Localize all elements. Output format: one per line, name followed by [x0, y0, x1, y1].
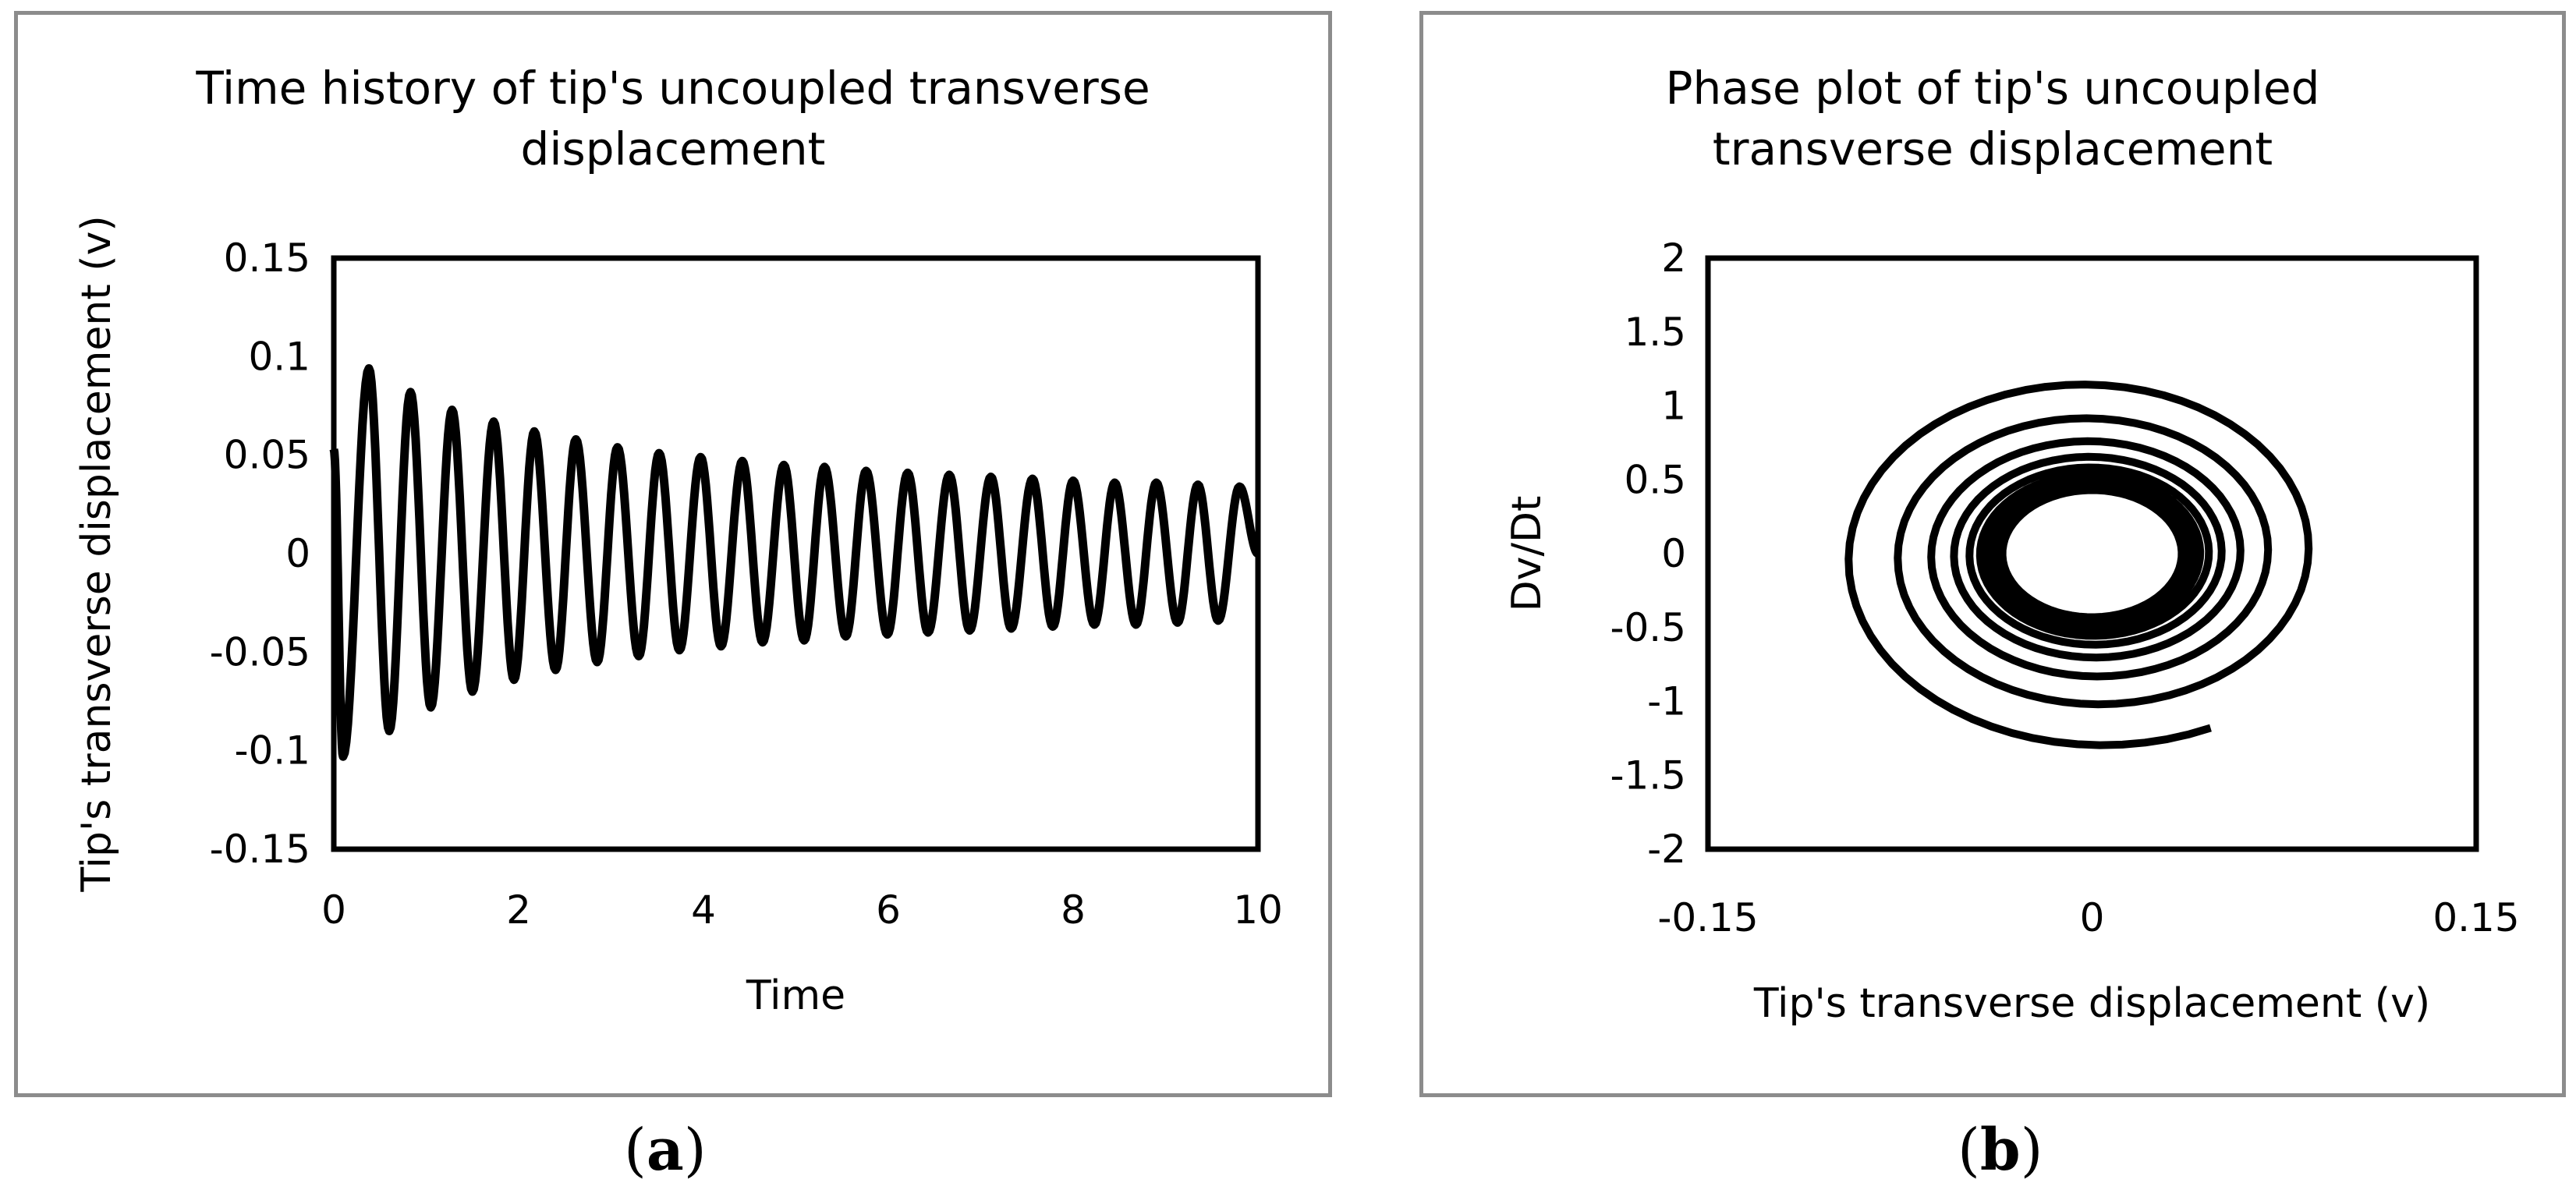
x-axis-title: Tip's transverse displacement (v): [1753, 980, 2430, 1027]
panel-label-b: (b): [1958, 1117, 2043, 1184]
x-tick-label: 0: [321, 887, 346, 933]
chart-panel-a: Time history of tip's uncoupled transver…: [14, 11, 1332, 1097]
x-axis-title: Time: [746, 972, 845, 1019]
y-tick-label: 0.5: [1624, 457, 1686, 502]
chart-title-line: Phase plot of tip's uncoupled: [1665, 62, 2320, 115]
y-tick-label: -1.5: [1610, 752, 1686, 798]
x-tick-label: 0: [2080, 895, 2105, 940]
y-tick-label: 2: [1661, 235, 1686, 281]
y-tick-label: -0.05: [210, 629, 310, 675]
chart-title-line: displacement: [520, 122, 826, 175]
x-tick-label: 10: [1233, 887, 1283, 933]
y-tick-label: 0: [1661, 531, 1686, 576]
chart-title-line: Time history of tip's uncoupled transver…: [196, 62, 1150, 115]
y-tick-label: -0.5: [1610, 605, 1686, 650]
y-tick-label: 1: [1661, 384, 1686, 429]
y-tick-label: 0.05: [224, 433, 310, 478]
chart-title-a: Time history of tip's uncoupled transver…: [18, 58, 1328, 179]
y-tick-label: 0.15: [224, 235, 310, 281]
x-tick-label: 2: [506, 887, 531, 933]
y-axis-title: Tip's transverse displacement (v): [73, 215, 120, 892]
y-tick-label: -0.15: [210, 827, 310, 872]
plot-area-frame: [331, 255, 1261, 852]
y-tick-label: -1: [1647, 679, 1686, 724]
series-line: [329, 364, 1261, 761]
x-tick-label: 6: [876, 887, 901, 933]
x-tick-label: 0.15: [2432, 895, 2519, 940]
y-tick-label: -0.1: [234, 728, 310, 774]
chart-title-line: transverse displacement: [1712, 122, 2273, 175]
y-axis-title: Dv/Dt: [1504, 496, 1550, 612]
panel-label-a: (a): [624, 1117, 707, 1184]
y-tick-label: 0: [285, 531, 310, 576]
phase-trajectory: [1844, 381, 2313, 749]
y-tick-label: -2: [1647, 827, 1686, 872]
chart-panel-b: Phase plot of tip's uncoupled transverse…: [1419, 11, 2566, 1097]
y-tick-label: 0.1: [248, 334, 310, 379]
chart-title-b: Phase plot of tip's uncoupled transverse…: [1423, 58, 2562, 179]
x-tick-label: 8: [1061, 887, 1086, 933]
x-tick-label: 4: [691, 887, 716, 933]
plot-area-frame: [1705, 255, 2479, 852]
time-history-chart: 0.150.10.050-0.05-0.1-0.150 2 4 6 8 10TimeTip…: [73, 215, 1283, 1019]
x-tick-label: -0.15: [1657, 895, 1758, 940]
y-tick-label: 1.5: [1624, 310, 1686, 355]
